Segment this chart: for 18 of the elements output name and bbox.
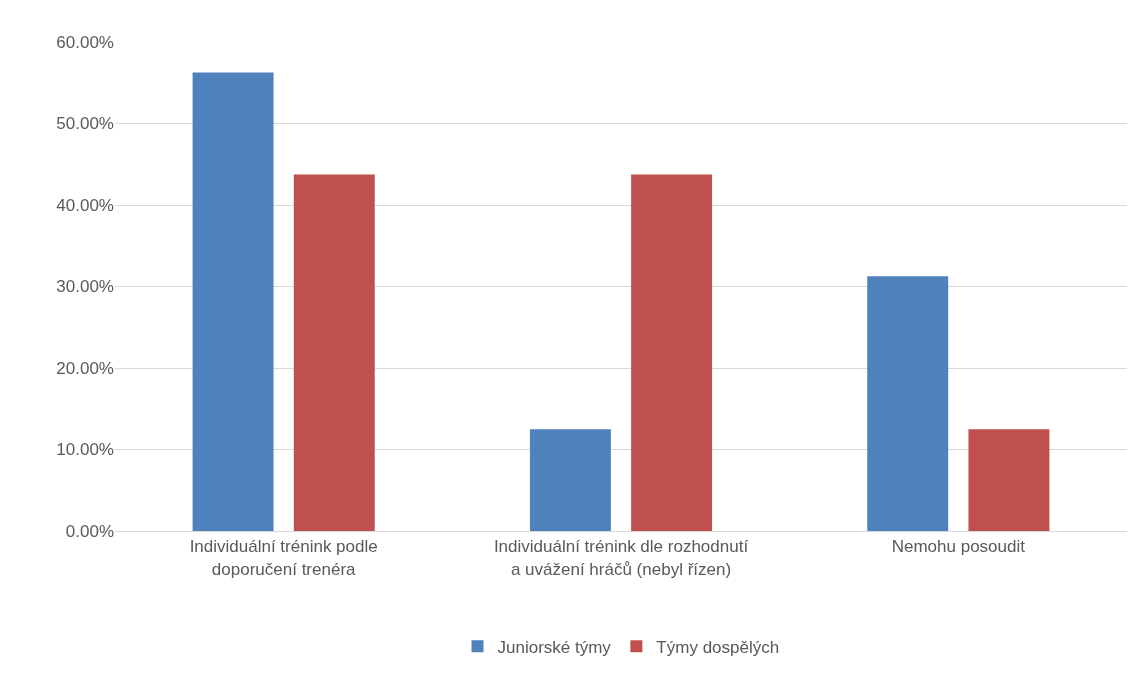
y-tick-label: 20.00% <box>56 358 114 378</box>
legend-label: Týmy dospělých <box>656 637 780 657</box>
bar <box>293 174 375 531</box>
bar <box>867 276 949 531</box>
x-tick-label: Individuální trénink podle doporučení trenéra <box>189 537 378 579</box>
legend-label: Juniorské týmy <box>497 637 612 657</box>
y-tick-label: 10.00% <box>56 440 114 460</box>
x-tick-label: Individuální trénink dle rozhodnutí a uvážení hráčů (nebyl řízen) <box>493 537 749 579</box>
bar <box>529 429 611 531</box>
y-tick-label: 50.00% <box>56 114 114 134</box>
bar <box>192 72 274 531</box>
bar <box>968 429 1050 531</box>
y-tick-label: 60.00% <box>56 32 114 52</box>
y-tick-label: 40.00% <box>56 195 114 215</box>
bar <box>631 174 713 531</box>
y-tick-label: 30.00% <box>56 277 114 297</box>
x-tick-label: Nemohu posoudit <box>891 537 1026 557</box>
y-tick-label: 0.00% <box>65 521 114 541</box>
